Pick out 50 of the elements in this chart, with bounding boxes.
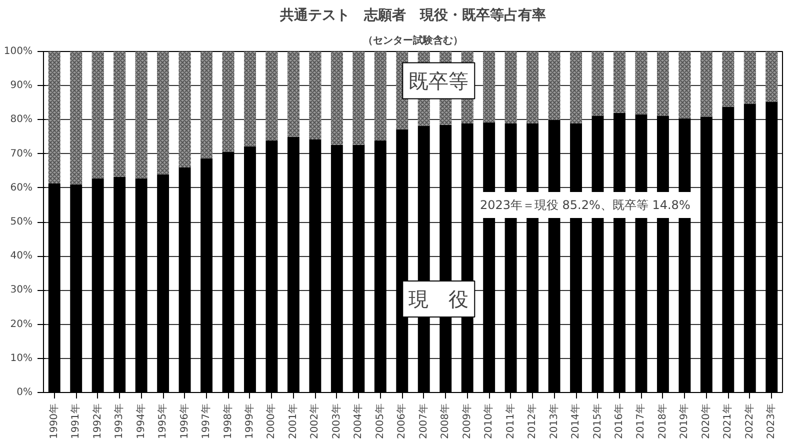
x-tick-label: 2004年 <box>352 403 364 439</box>
x-tick-label: 2022年 <box>743 403 756 439</box>
x-tick-label: 2003年 <box>330 403 342 439</box>
x-tick-label: 1990年 <box>48 403 60 439</box>
x-tick-label: 2019年 <box>678 403 690 439</box>
y-tick-label: 40% <box>10 250 33 262</box>
x-tick-label: 2000年 <box>265 403 278 439</box>
x-tick-label: 2008年 <box>439 403 452 439</box>
x-tick-label: 2013年 <box>548 403 560 439</box>
x-tick-label: 1991年 <box>70 403 82 439</box>
x-tick-label: 2007年 <box>417 403 430 439</box>
x-tick-label: 2023年 <box>765 403 778 439</box>
x-tick-label: 1992年 <box>91 403 104 439</box>
x-tick-label: 2016年 <box>612 403 625 439</box>
x-tick-label: 2020年 <box>700 403 712 439</box>
series-label: 既卒等 <box>408 68 469 93</box>
y-tick-label: 0% <box>16 387 33 398</box>
x-tick-label: 1997年 <box>200 403 212 439</box>
y-tick-label: 10% <box>10 352 33 364</box>
y-tick-label: 90% <box>10 80 33 92</box>
chart-subtitle: （センター試験含む） <box>363 34 463 46</box>
x-tick-label: 1993年 <box>113 403 126 439</box>
x-tick-label: 1996年 <box>178 403 190 439</box>
x-tick-label: 1994年 <box>134 403 147 439</box>
y-tick-label: 70% <box>10 148 33 160</box>
x-tick-label: 2009年 <box>460 403 473 439</box>
y-tick-label: 50% <box>10 216 33 228</box>
x-tick-label: 2012年 <box>526 403 538 439</box>
x-tick-label: 2006年 <box>396 403 408 439</box>
y-tick-label: 20% <box>10 318 33 330</box>
y-tick-label: 30% <box>10 284 33 296</box>
x-tick-label: 2015年 <box>591 403 604 439</box>
x-tick-label: 2021年 <box>722 403 734 439</box>
y-tick-label: 100% <box>4 46 33 57</box>
x-tick-label: 2018年 <box>656 403 668 439</box>
annotation: 2023年＝現役 85.2%、既卒等 14.8% <box>480 198 690 212</box>
x-tick-label: 2017年 <box>634 403 647 439</box>
x-tick-label: 1999年 <box>243 403 256 439</box>
x-tick-label: 1995年 <box>156 403 169 439</box>
x-tick-label: 2014年 <box>570 403 582 439</box>
y-tick-label: 80% <box>10 114 33 126</box>
chart-title: 共通テスト 志願者 現役・既卒等占有率 <box>279 6 546 24</box>
x-tick-label: 2001年 <box>286 403 299 439</box>
series-label: 現 役 <box>408 287 469 312</box>
x-tick-label: 2002年 <box>308 403 321 439</box>
x-tick-label: 2010年 <box>482 403 495 439</box>
x-tick-label: 2005年 <box>374 403 386 439</box>
x-tick-label: 2011年 <box>504 403 516 439</box>
x-tick-label: 1998年 <box>222 403 234 439</box>
y-tick-label: 60% <box>10 182 33 194</box>
